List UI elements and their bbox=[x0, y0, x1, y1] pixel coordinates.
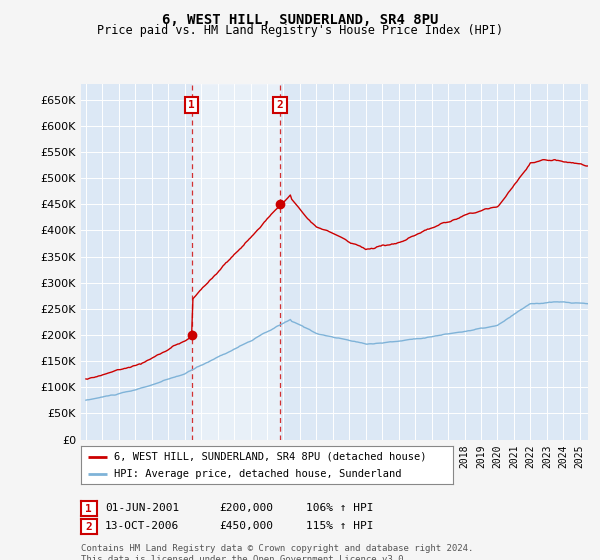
Text: Contains HM Land Registry data © Crown copyright and database right 2024.
This d: Contains HM Land Registry data © Crown c… bbox=[81, 544, 473, 560]
Text: 106% ↑ HPI: 106% ↑ HPI bbox=[306, 503, 373, 514]
Text: 2: 2 bbox=[277, 100, 283, 110]
Text: HPI: Average price, detached house, Sunderland: HPI: Average price, detached house, Sund… bbox=[115, 469, 402, 479]
Text: 1: 1 bbox=[188, 100, 195, 110]
Text: 13-OCT-2006: 13-OCT-2006 bbox=[105, 521, 179, 531]
Bar bbox=[191, 84, 280, 440]
Text: 6, WEST HILL, SUNDERLAND, SR4 8PU (detached house): 6, WEST HILL, SUNDERLAND, SR4 8PU (detac… bbox=[115, 451, 427, 461]
Text: £200,000: £200,000 bbox=[219, 503, 273, 514]
Text: 01-JUN-2001: 01-JUN-2001 bbox=[105, 503, 179, 514]
Text: 115% ↑ HPI: 115% ↑ HPI bbox=[306, 521, 373, 531]
Text: 1: 1 bbox=[85, 504, 92, 514]
Text: 6, WEST HILL, SUNDERLAND, SR4 8PU: 6, WEST HILL, SUNDERLAND, SR4 8PU bbox=[162, 13, 438, 27]
Text: Price paid vs. HM Land Registry's House Price Index (HPI): Price paid vs. HM Land Registry's House … bbox=[97, 24, 503, 38]
Text: 2: 2 bbox=[85, 522, 92, 531]
Text: £450,000: £450,000 bbox=[219, 521, 273, 531]
